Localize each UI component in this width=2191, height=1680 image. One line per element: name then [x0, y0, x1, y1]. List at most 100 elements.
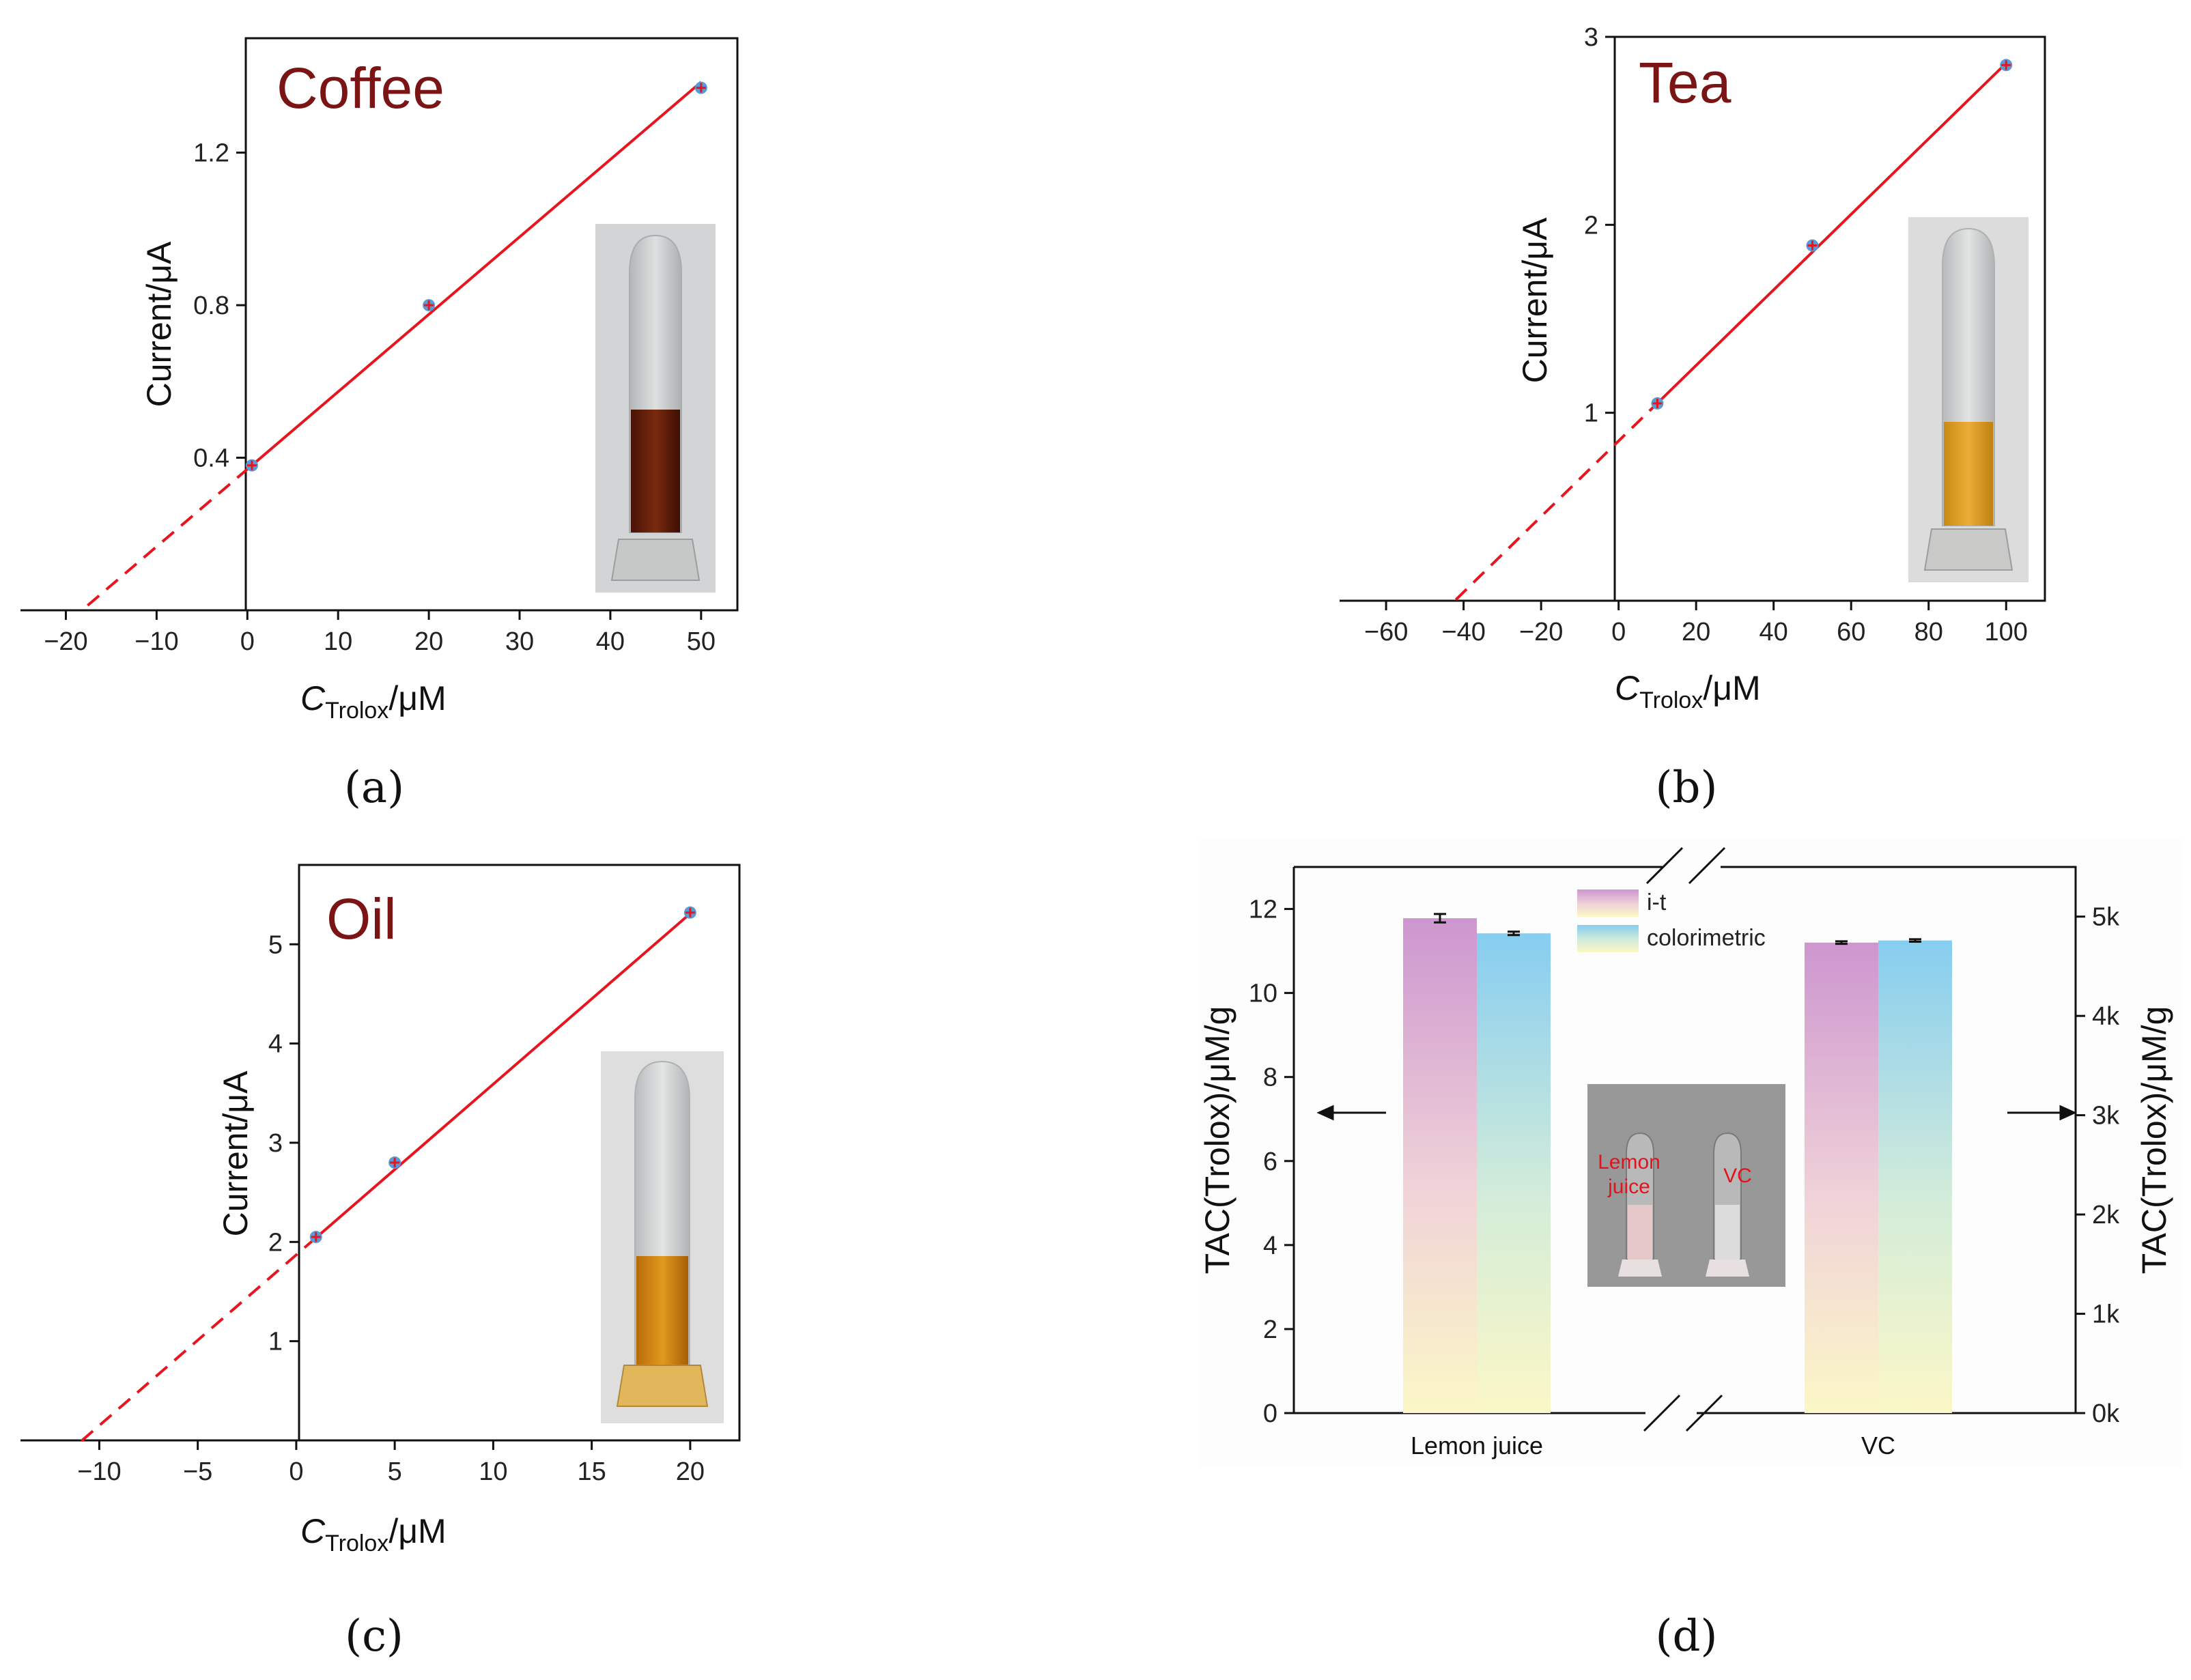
inset-label-juice: juice — [1607, 1176, 1650, 1198]
y-tick-label: 2 — [1584, 211, 1598, 240]
y-tick-label-left: 12 — [1249, 896, 1277, 924]
x-label-unit: /μM — [388, 1512, 446, 1550]
x-ticks: −20 −10 0 10 20 30 40 50 — [44, 610, 716, 656]
y-axis-label: Current/μA — [1516, 217, 1554, 383]
x-label-sub: Trolox — [1639, 687, 1703, 713]
x-tick-label: 80 — [1914, 618, 1943, 646]
y-tick-label-left: 0 — [1263, 1399, 1277, 1428]
x-label-unit: /μM — [388, 679, 446, 717]
y-tick-label-right: 3k — [2092, 1102, 2120, 1130]
legend-swatch-it — [1577, 889, 1639, 917]
x-tick-label: −10 — [135, 627, 178, 656]
y-tick-label-left: 2 — [1263, 1315, 1277, 1344]
panel-label-a: (a) — [344, 763, 404, 813]
fit-line — [251, 81, 703, 467]
y-tick-label: 3 — [268, 1129, 283, 1158]
inset-photo-tea — [1908, 217, 2029, 582]
data-points — [245, 81, 707, 472]
y-tick-label: 5 — [268, 930, 283, 959]
x-tick-label: 0 — [289, 1457, 303, 1486]
axis-break-marks — [1643, 846, 1726, 1432]
x-tick-label: 20 — [676, 1457, 705, 1486]
y-tick-label: 3 — [1584, 23, 1598, 52]
inset-photo-lemon-vc: Lemon juice VC — [1587, 1084, 1785, 1287]
y-ticks: 0.4 0.8 1.2 — [193, 139, 246, 473]
x-tick-label: 20 — [414, 627, 443, 656]
x-axis-label: CTrolox/μM — [300, 1512, 447, 1556]
panel-c-oil: Oil 1 2 3 4 5 −10 −5 0 5 10 15 20 Current/μA CTrol… — [20, 864, 741, 1662]
legend: i-t colorimetric — [1577, 889, 1766, 952]
y-tick-label-right: 4k — [2092, 1002, 2120, 1031]
x-label-main: C — [300, 679, 326, 717]
panel-b-tea: Tea 1 2 3 −60 −40 −20 0 20 40 60 80 100 Current/μA… — [1340, 23, 2046, 813]
y-tick-label-left: 6 — [1263, 1148, 1277, 1176]
x-tick-label: 30 — [505, 627, 534, 656]
x-axis-label: CTrolox/μM — [300, 679, 447, 724]
y-tick-label: 0.4 — [193, 444, 229, 473]
y-tick-label: 4 — [268, 1030, 283, 1059]
x-tick-label: 50 — [687, 627, 716, 656]
y-axis-label-right: TAC(Trolox)/μM/g — [2135, 1006, 2173, 1275]
category-label: Lemon juice — [1411, 1432, 1543, 1460]
x-tick-label: −5 — [183, 1457, 212, 1486]
legend-label-it: i-t — [1647, 889, 1667, 915]
y-tick-label: 0.8 — [193, 291, 229, 320]
x-tick-label: 5 — [388, 1457, 402, 1486]
panel-title: Oil — [326, 887, 397, 951]
x-tick-label: 0 — [1611, 618, 1626, 646]
bar-colorimetric — [1878, 940, 1952, 1413]
x-tick-label: 0 — [240, 627, 255, 656]
x-tick-label: −20 — [44, 627, 87, 656]
x-tick-label: 10 — [479, 1457, 507, 1486]
x-label-main: C — [300, 1512, 326, 1550]
y-axis-label: Current/μA — [140, 241, 178, 407]
arrow-right — [2007, 1105, 2077, 1121]
x-tick-label: 20 — [1682, 618, 1710, 646]
panel-label-d: (d) — [1656, 1611, 1718, 1662]
y-ticks-right: 0k 1k 2k 3k 4k 5k — [2076, 903, 2120, 1428]
panel-label-c: (c) — [345, 1611, 404, 1662]
x-tick-label: 60 — [1837, 618, 1865, 646]
x-label-main: C — [1615, 669, 1640, 707]
fit-line-extrapolated — [87, 464, 253, 607]
y-tick-label: 1 — [268, 1328, 283, 1356]
x-ticks: −60 −40 −20 0 20 40 60 80 100 — [1364, 601, 2028, 646]
fit-line — [315, 912, 692, 1239]
y-axis-label-left: TAC(Trolox)/μM/g — [1198, 1006, 1236, 1275]
y-tick-label: 1 — [1584, 399, 1598, 428]
data-points — [1651, 59, 2013, 410]
y-tick-label-left: 10 — [1249, 980, 1277, 1008]
x-tick-label: 10 — [324, 627, 352, 656]
data-points — [309, 906, 696, 1244]
panel-title: Coffee — [277, 56, 444, 120]
y-tick-label-right: 5k — [2092, 903, 2120, 932]
arrow-left — [1316, 1105, 1386, 1121]
fit-lines — [81, 912, 692, 1442]
y-tick-label-right: 0k — [2092, 1399, 2120, 1428]
y-tick-label: 1.2 — [193, 139, 229, 168]
fit-line — [1656, 62, 2007, 405]
inset-label-vc: VC — [1723, 1165, 1752, 1187]
panel-title: Tea — [1639, 51, 1731, 115]
bar-it — [1403, 918, 1477, 1413]
x-tick-label: −40 — [1441, 618, 1485, 646]
x-tick-label: −20 — [1519, 618, 1563, 646]
y-axis-label: Current/μA — [216, 1070, 255, 1236]
y-ticks: 1 2 3 4 5 — [268, 930, 299, 1356]
bars — [1403, 918, 1952, 1413]
x-ticks: −10 −5 0 5 10 15 20 — [77, 1440, 705, 1486]
y-ticks: 1 2 3 — [1584, 23, 1615, 428]
y-ticks-left: 0 2 4 6 8 10 12 — [1249, 896, 1294, 1428]
panel-d-bars: 0 2 4 6 8 10 12 0k 1k 2k 3k 4k 5k Lemon juice VC i-t… — [1198, 840, 2181, 1662]
x-label-sub: Trolox — [325, 1530, 388, 1556]
y-tick-label-left: 4 — [1263, 1231, 1277, 1260]
fit-lines — [87, 81, 703, 607]
x-tick-label: −10 — [77, 1457, 121, 1486]
legend-label-colorimetric: colorimetric — [1647, 925, 1766, 951]
category-label: VC — [1861, 1432, 1895, 1460]
inset-photo-coffee — [595, 224, 716, 593]
y-tick-label-right: 2k — [2092, 1201, 2120, 1229]
bar-it — [1805, 942, 1878, 1413]
x-tick-label: 100 — [1985, 618, 2028, 646]
